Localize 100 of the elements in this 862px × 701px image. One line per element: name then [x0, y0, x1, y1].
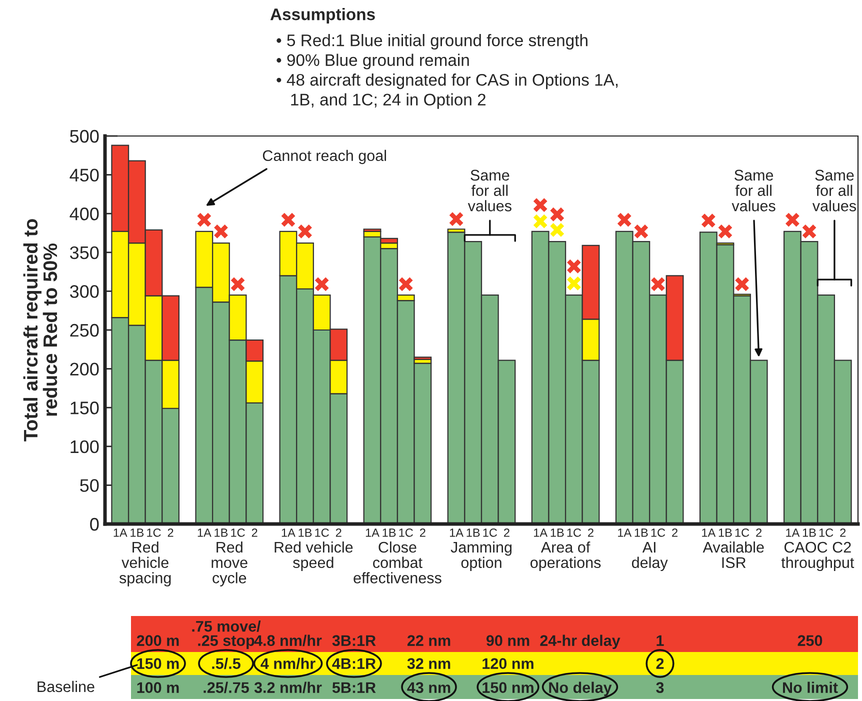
- text: .5/.5: [212, 658, 240, 670]
- text: Red vehicle speed: [274, 541, 353, 572]
- text: .25/.75: [204, 682, 249, 694]
- x-tick-label: 1A: [534, 528, 548, 537]
- x-tick-label: 1A: [366, 528, 380, 537]
- x-tick-label: 1C: [819, 528, 834, 537]
- annotation: Cannot reach goal: [262, 150, 386, 164]
- point: [448, 211, 464, 227]
- x-tick-label: 2: [168, 528, 174, 537]
- point: [650, 276, 666, 292]
- x-tick-label: 1B: [634, 528, 648, 537]
- x-tick-label: 1C: [315, 528, 329, 537]
- x-tick-label: 1C: [567, 528, 582, 537]
- y-tick-label: 500: [70, 130, 99, 143]
- text: 120 nm: [482, 658, 534, 669]
- text: 24-hr delay: [540, 634, 620, 649]
- text: Available ISR: [702, 541, 764, 568]
- text: 1: [656, 635, 664, 646]
- x-tick-label: 2: [252, 528, 258, 537]
- y-tick-label: 150: [70, 402, 99, 414]
- point: [550, 222, 565, 238]
- x-tick-label: 1A: [198, 528, 212, 537]
- x-tick-label: 1A: [702, 528, 716, 537]
- point: [196, 212, 212, 228]
- point: [297, 224, 313, 240]
- annotation: Same for all values: [468, 170, 512, 212]
- text: 2: [656, 658, 664, 669]
- text: 100 m: [137, 682, 179, 693]
- y-tick-label: 50: [80, 479, 99, 492]
- x-tick-label: 1C: [651, 528, 666, 537]
- x-tick-label: 1A: [786, 528, 800, 537]
- x-tick-label: 2: [756, 528, 762, 537]
- point: [532, 214, 548, 229]
- x-tick-label: 2: [504, 528, 510, 537]
- text: AI delay: [632, 542, 668, 572]
- x-tick-label: 1A: [282, 528, 296, 537]
- point: [634, 224, 649, 240]
- text: Jamming option: [450, 541, 512, 572]
- text: 43 nm: [407, 682, 450, 693]
- text: 150 nm: [482, 682, 534, 693]
- x-tick-label: 2: [336, 528, 342, 537]
- text: 4B:1R: [332, 658, 376, 669]
- text: 5B:1R: [332, 682, 376, 693]
- x-tick-label: 1B: [466, 528, 480, 537]
- text: 3B:1R: [332, 635, 376, 646]
- x-tick-label: 1C: [147, 528, 161, 537]
- text: No limit: [783, 682, 838, 693]
- y-tick-label: 450: [70, 168, 99, 182]
- point: [734, 276, 750, 292]
- text: CAOC C2 throughput: [781, 542, 854, 572]
- text: Red move cycle: [212, 541, 248, 586]
- x-tick-label: 1B: [130, 528, 144, 537]
- x-tick-label: 1B: [802, 528, 816, 537]
- annotation: Same for all values: [732, 170, 776, 212]
- point: [314, 276, 330, 292]
- y-tick-label: 250: [70, 324, 99, 337]
- point: [616, 212, 632, 228]
- point: [230, 276, 246, 292]
- text: 3.2 nm/hr: [254, 682, 322, 694]
- x-tick-label: 1B: [298, 528, 312, 537]
- text: 4.8 nm/hr: [254, 634, 322, 646]
- text: 200 m: [136, 635, 179, 646]
- text: 3: [656, 682, 664, 693]
- x-tick-label: 1C: [399, 528, 413, 537]
- text: 32 nm: [407, 658, 450, 669]
- text: Red vehicle spacing: [119, 541, 171, 586]
- text: 250: [798, 635, 822, 646]
- x-tick-label: 1A: [114, 528, 128, 537]
- y-tick-label: 0: [90, 518, 99, 531]
- x-tick-label: 1B: [382, 528, 396, 537]
- text: 4 nm/hr: [260, 658, 316, 670]
- x-tick-label: 2: [588, 528, 594, 537]
- text: 22 nm: [407, 635, 450, 646]
- x-tick-label: 1A: [450, 528, 464, 537]
- annotation: Same for all values: [812, 170, 856, 212]
- x-tick-label: 2: [420, 528, 426, 537]
- point: [550, 206, 565, 222]
- point: [280, 212, 296, 228]
- text: 150 m: [137, 658, 179, 669]
- x-tick-label: 2: [672, 528, 678, 537]
- x-tick-label: 1C: [735, 528, 750, 537]
- text: Close combat effectiveness: [354, 541, 442, 584]
- point: [398, 276, 414, 292]
- point: [718, 224, 733, 240]
- chart-title: Assumptions: [270, 8, 375, 24]
- chart-subtitle: • 5 Red:1 Blue initial ground force strength • 90% Blue ground remain • 48 aircraft designated for CAS in Options 1A, 1B, and 1C; 24 in Option 2: [276, 34, 618, 109]
- x-tick-label: 1B: [214, 528, 228, 537]
- point: [566, 258, 582, 274]
- point: [802, 224, 817, 240]
- point: [784, 212, 800, 228]
- y-tick-label: 400: [70, 208, 99, 220]
- point: [213, 224, 229, 240]
- point: [532, 197, 548, 213]
- x-tick-label: 1C: [231, 528, 245, 537]
- y-tick-label: 200: [70, 362, 99, 376]
- y-axis-title: Total aircraft required to reduce Red to 50%: [23, 219, 58, 442]
- x-tick-label: 1B: [550, 528, 564, 537]
- text: 90 nm: [486, 635, 530, 646]
- text: Area of operations: [530, 541, 601, 572]
- x-tick-label: 1B: [718, 528, 732, 537]
